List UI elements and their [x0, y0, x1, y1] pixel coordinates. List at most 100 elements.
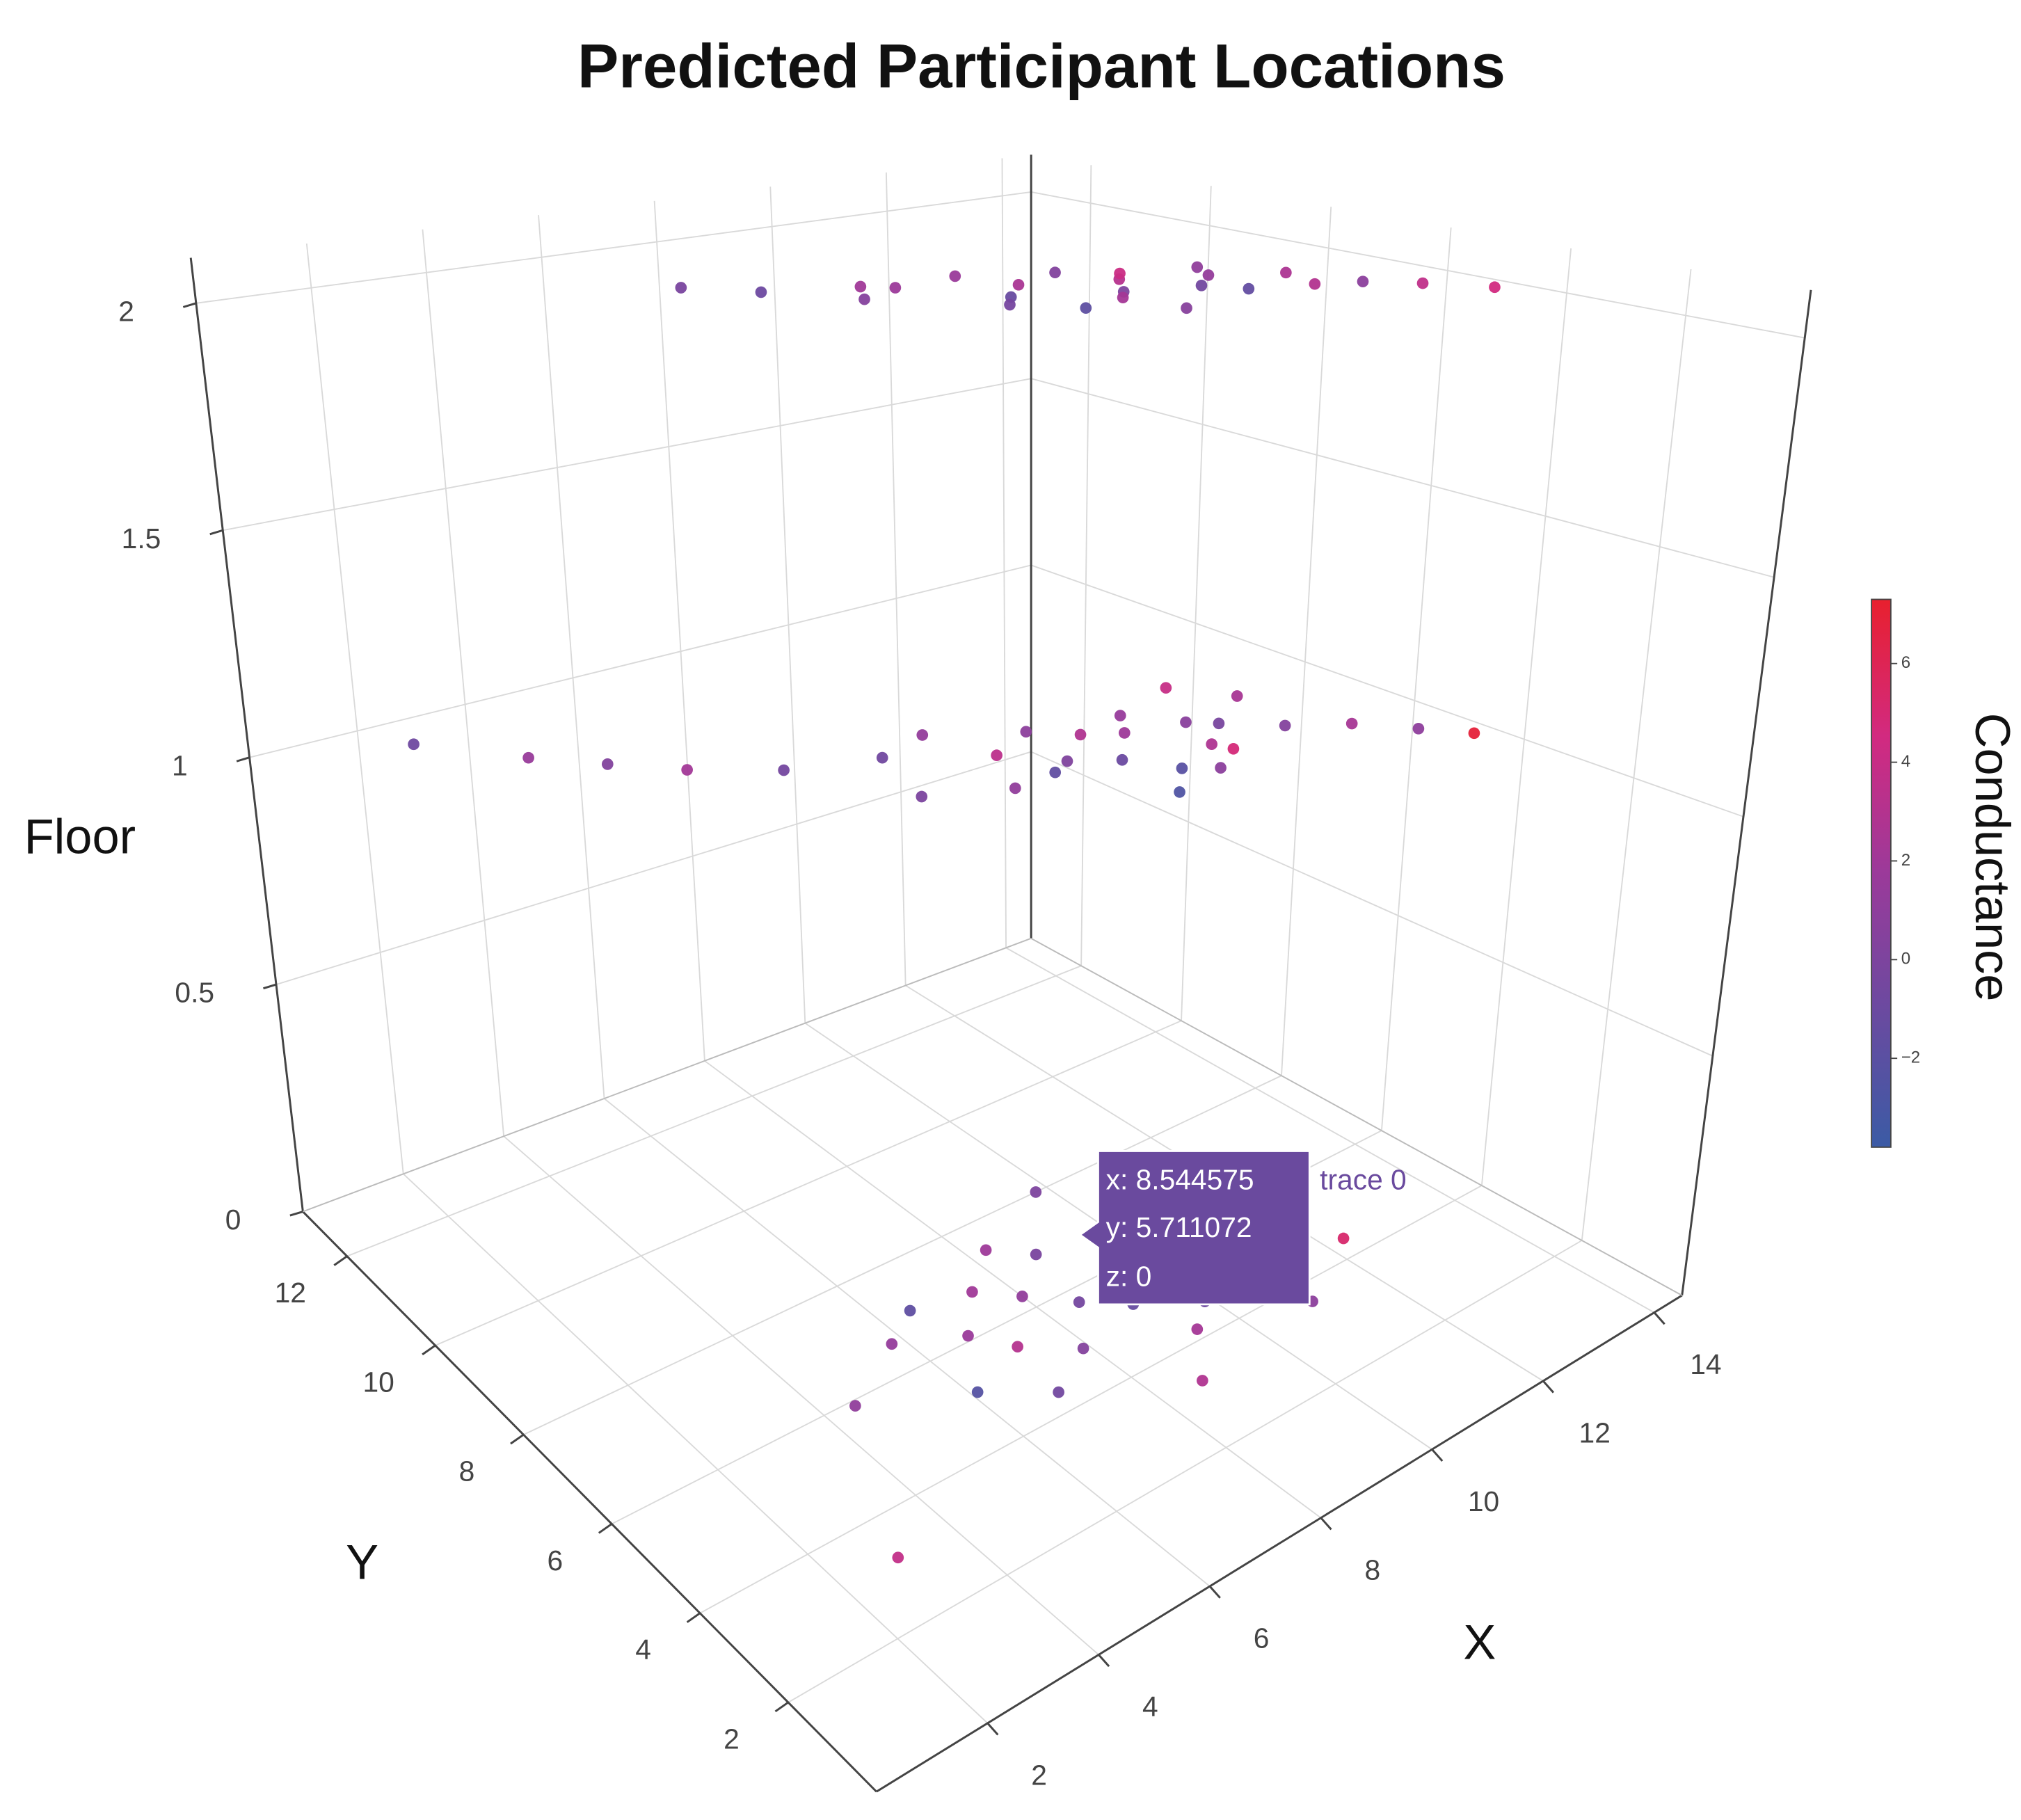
- x-tick-label: 12: [1579, 1417, 1611, 1449]
- x-tick-label: 14: [1690, 1348, 1721, 1380]
- x-tick: [1653, 1311, 1665, 1325]
- colorbar-tick-label: −2: [1901, 1048, 1920, 1067]
- x-tick: [1098, 1654, 1110, 1668]
- colorbar-tick-label: 0: [1901, 950, 1910, 968]
- data-point: [889, 282, 902, 294]
- data-point: [966, 1286, 978, 1298]
- data-point: [1231, 690, 1243, 702]
- data-point: [858, 293, 870, 305]
- box-edge: [1030, 937, 1683, 1296]
- grid-line: [538, 215, 605, 1099]
- grid-line: [1381, 228, 1452, 1131]
- data-point: [1114, 267, 1126, 280]
- points-layer: [408, 261, 1501, 1564]
- data-point: [1020, 726, 1032, 738]
- tooltip-box: [1078, 1150, 1311, 1306]
- tooltip-line: y: 5.711072: [1106, 1211, 1252, 1243]
- chart-title: Predicted Participant Locations: [577, 31, 1505, 100]
- grid-line: [403, 1173, 989, 1724]
- grid-line: [885, 172, 906, 986]
- grid-line: [1030, 378, 1775, 578]
- y-tick-label: 10: [362, 1366, 394, 1398]
- x-tick-label: 10: [1468, 1485, 1499, 1517]
- data-point: [1074, 728, 1087, 741]
- data-point: [1202, 269, 1215, 281]
- data-point: [962, 1330, 974, 1342]
- data-point: [1181, 302, 1192, 314]
- tooltip-line: x: 8.544575: [1106, 1164, 1254, 1196]
- axes-layer: 2 4 6 8 10 12 14 2 4 6 8 10 12 0 0.5 1 1.5 2: [118, 154, 1812, 1793]
- z-axis-title: Floor: [24, 809, 136, 864]
- z-tick: [209, 529, 223, 536]
- z-tick-label: 0: [225, 1204, 241, 1236]
- z-tick-label: 1: [172, 749, 188, 781]
- data-point: [1215, 762, 1227, 774]
- colorbar-gradient: [1871, 598, 1892, 1148]
- data-point: [1191, 1323, 1204, 1335]
- y-tick-label: 2: [724, 1723, 740, 1755]
- grid-line: [1001, 158, 1007, 948]
- data-point: [1412, 722, 1425, 735]
- grid-line: [1181, 186, 1212, 1021]
- hover-tooltip: x: 8.544575 y: 5.711072 z: 0 trace 0: [1078, 1150, 1407, 1306]
- data-point: [916, 790, 928, 803]
- grid-line: [1581, 269, 1692, 1241]
- x-tick: [986, 1722, 999, 1736]
- y-tick-label: 4: [635, 1634, 651, 1666]
- data-point: [991, 749, 1002, 761]
- data-point: [1009, 782, 1021, 795]
- y-tick: [333, 1255, 348, 1266]
- data-point: [1243, 282, 1255, 295]
- data-point: [1180, 716, 1192, 728]
- grid-line: [275, 751, 1032, 985]
- data-point: [1118, 727, 1131, 739]
- grid-line: [1030, 564, 1744, 817]
- data-point: [675, 282, 687, 294]
- grid-line: [699, 1185, 1483, 1614]
- data-point: [1012, 279, 1025, 291]
- x-axis-title: X: [1463, 1614, 1496, 1669]
- colorbar-tick-label: 4: [1901, 752, 1910, 771]
- x-tick-label: 2: [1031, 1759, 1047, 1791]
- z-axis-line: [189, 257, 304, 1212]
- data-point: [1030, 1248, 1042, 1261]
- x-tick: [1208, 1586, 1221, 1599]
- data-point: [1016, 1291, 1028, 1302]
- data-point: [849, 1400, 861, 1412]
- data-point: [755, 286, 767, 298]
- data-point: [1073, 1296, 1085, 1308]
- data-point: [1174, 786, 1185, 798]
- colorbar-tick-label: 6: [1901, 653, 1910, 672]
- grid-line: [422, 229, 505, 1137]
- y-tick: [422, 1344, 436, 1356]
- grid-line: [1030, 191, 1805, 339]
- box-edge: [303, 937, 1032, 1213]
- grid-line: [1030, 751, 1714, 1057]
- y-axis-line: [302, 1211, 877, 1793]
- grid-line: [435, 1020, 1182, 1346]
- data-point: [1053, 1386, 1064, 1398]
- data-point: [681, 764, 693, 776]
- tooltip-line: z: 0: [1106, 1261, 1152, 1293]
- y-tick: [598, 1523, 613, 1534]
- colorbar-tick-label: 2: [1901, 851, 1910, 870]
- y-tick: [774, 1701, 789, 1713]
- grid-line: [653, 200, 705, 1061]
- data-point: [1280, 266, 1292, 279]
- data-point: [408, 738, 420, 751]
- z-tick: [236, 756, 250, 763]
- grid-line: [1080, 165, 1092, 966]
- grid-line: [1005, 947, 1655, 1314]
- data-point: [1004, 298, 1016, 311]
- data-point: [1030, 1186, 1042, 1198]
- data-point: [1337, 1232, 1350, 1245]
- data-point: [1213, 717, 1225, 730]
- data-point: [1279, 719, 1291, 732]
- data-point: [1176, 763, 1188, 774]
- y-tick-label: 12: [275, 1277, 306, 1309]
- box-edge: [1681, 289, 1812, 1296]
- grid-line: [346, 965, 1082, 1257]
- data-point: [1468, 727, 1480, 740]
